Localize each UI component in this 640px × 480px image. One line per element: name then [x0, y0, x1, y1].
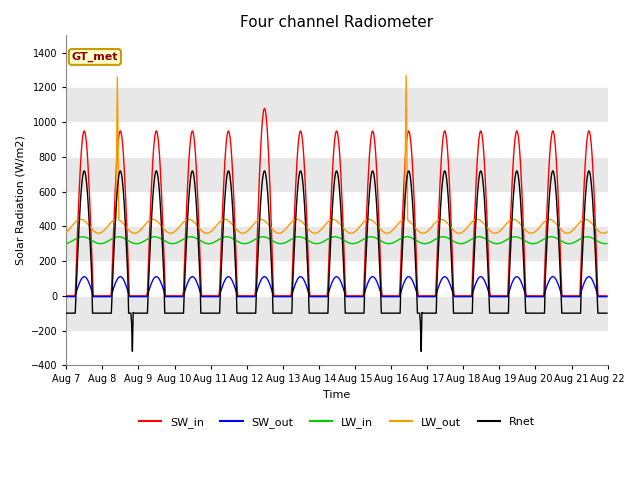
Bar: [66, 261, 608, 296]
Legend: SW_in, SW_out, LW_in, LW_out, Rnet: SW_in, SW_out, LW_in, LW_out, Rnet: [134, 412, 540, 432]
Bar: [66, 36, 608, 53]
Bar: [66, 87, 608, 122]
Bar: [66, 331, 608, 365]
Bar: [66, 53, 608, 87]
Title: Four channel Radiometer: Four channel Radiometer: [241, 15, 433, 30]
Y-axis label: Solar Radiation (W/m2): Solar Radiation (W/m2): [15, 135, 25, 265]
Bar: [66, 296, 608, 331]
Bar: [66, 227, 608, 261]
Text: GT_met: GT_met: [72, 52, 118, 62]
Bar: [66, 192, 608, 227]
X-axis label: Time: Time: [323, 390, 351, 400]
Bar: [66, 122, 608, 157]
Bar: [66, 157, 608, 192]
